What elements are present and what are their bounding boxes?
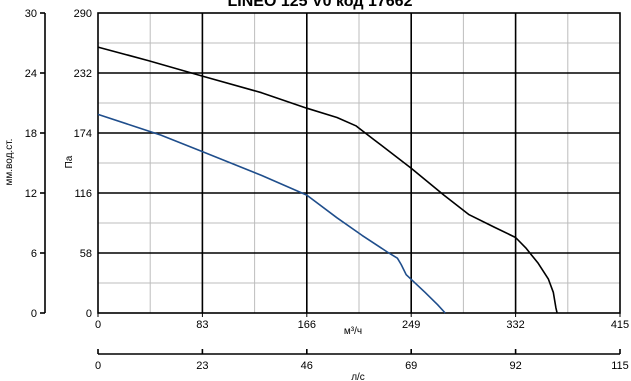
x-tick-label: 0 — [95, 319, 101, 331]
x2-tick-label: 0 — [95, 360, 101, 372]
x2-tick-label: 69 — [405, 360, 417, 372]
y-tick-label: 116 — [74, 188, 92, 200]
x2-tick-label: 115 — [611, 360, 629, 372]
chart-title: LINEO 125 V0 код 17662 — [228, 0, 413, 10]
plot-grid — [97, 12, 621, 314]
y-tick-label: 174 — [74, 128, 92, 140]
x-tick-label: 332 — [506, 319, 524, 331]
y2-tick-label: 12 — [25, 188, 37, 200]
y2-tick-label: 24 — [25, 68, 37, 80]
y-tick-label: 290 — [74, 8, 92, 20]
x-tick-label: 83 — [196, 319, 208, 331]
x-axis-label: м³/ч — [344, 326, 362, 337]
series-line-1 — [97, 46, 558, 314]
y2-axis-label: мм.вод.ст. — [4, 139, 15, 186]
x2-tick-label: 23 — [196, 360, 208, 372]
y-tick-label: 58 — [80, 248, 92, 260]
y2-tick-label: 30 — [25, 8, 37, 20]
plot-axes: 0 83 166 249 332 415 0 23 46 69 92 115 0 58 116 174 232 2… — [25, 8, 629, 372]
y2-tick-label: 18 — [25, 128, 37, 140]
x-tick-label: 415 — [611, 319, 629, 331]
x2-axis-label: л/с — [351, 372, 365, 381]
y-tick-label: 0 — [86, 308, 92, 320]
y2-tick-label: 0 — [31, 308, 37, 320]
y-tick-label: 232 — [74, 68, 92, 80]
x2-tick-label: 92 — [509, 360, 521, 372]
x2-tick-label: 46 — [301, 360, 313, 372]
plot-frame — [97, 12, 621, 314]
y-axis-label: Па — [64, 155, 75, 168]
plot-curves — [97, 46, 558, 314]
y2-tick-label: 6 — [31, 248, 37, 260]
x-tick-label: 249 — [402, 319, 420, 331]
series-line-2 — [97, 113, 446, 314]
x-tick-label: 166 — [298, 319, 316, 331]
